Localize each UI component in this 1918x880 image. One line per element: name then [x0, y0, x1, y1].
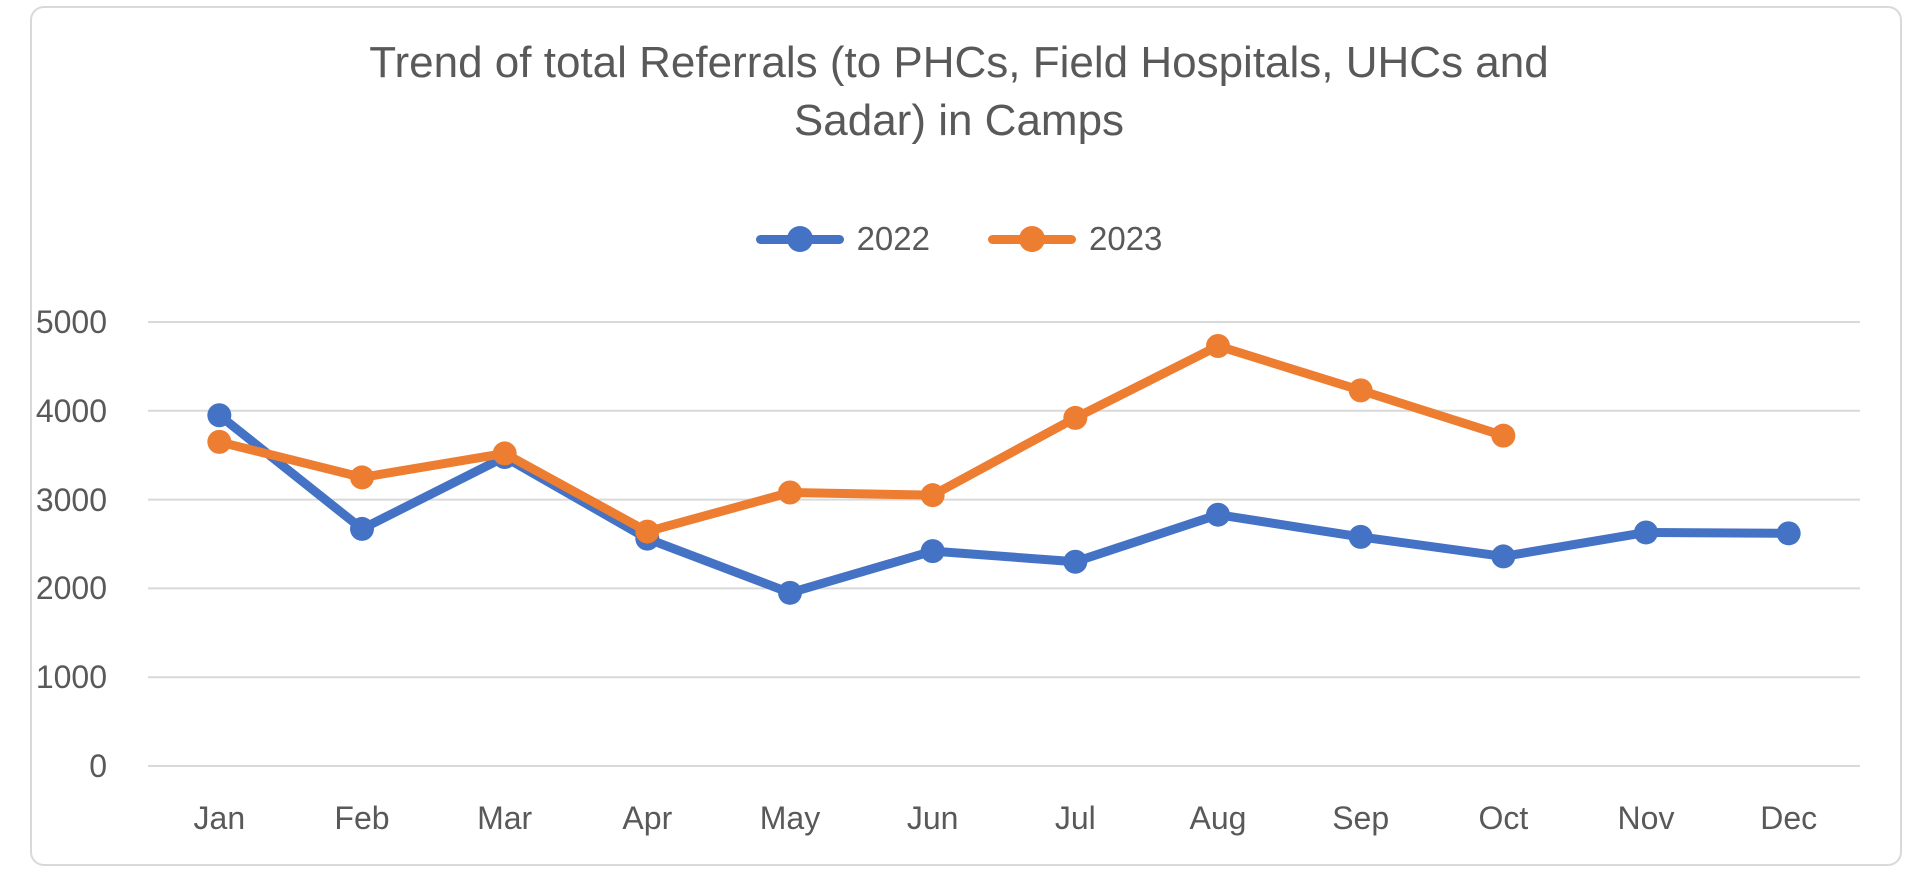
- chart-title-line-2: Sadar) in Camps: [793, 96, 1125, 145]
- legend-label-2023: 2023: [1089, 220, 1163, 257]
- x-axis-tick-label: Dec: [1760, 800, 1818, 836]
- data-point-2023-May[interactable]: [778, 480, 802, 505]
- y-axis-tick-label: 0: [89, 748, 107, 784]
- data-point-2023-Jan[interactable]: [207, 429, 232, 454]
- data-point-2022-Dec[interactable]: [1776, 521, 1801, 546]
- y-axis-tick-label: 5000: [35, 304, 107, 340]
- chart-title-line-1: Trend of total Referrals (to PHCs, Field…: [369, 38, 1549, 87]
- legend-item-2023[interactable]: 2023: [988, 220, 1162, 258]
- data-point-2023-Aug[interactable]: [1206, 333, 1230, 358]
- legend-label-2022: 2022: [856, 220, 930, 257]
- series-line-2023[interactable]: [214, 341, 1508, 537]
- data-point-2022-Aug[interactable]: [1206, 502, 1230, 527]
- data-point-2022-Feb[interactable]: [350, 516, 374, 541]
- data-point-2022-Jan[interactable]: [207, 403, 232, 428]
- x-axis-tick-label: May: [759, 800, 821, 836]
- data-point-2023-Jun[interactable]: [920, 483, 945, 508]
- data-point-2022-Nov[interactable]: [1634, 520, 1658, 545]
- data-point-2022-Jun[interactable]: [920, 539, 945, 564]
- data-point-2022-Oct[interactable]: [1491, 544, 1516, 569]
- legend-line-marker-icon: [755, 226, 844, 252]
- legend-dot-icon: [786, 226, 813, 252]
- x-axis-tick-label: Jul: [1054, 800, 1096, 836]
- data-point-2023-Jul[interactable]: [1063, 405, 1088, 430]
- x-axis-tick-label: Nov: [1617, 800, 1675, 836]
- chart-title[interactable]: Trend of total Referrals (to PHCs, Field…: [0, 34, 1918, 150]
- y-axis-tick-label: 4000: [35, 392, 107, 429]
- data-point-2023-Feb[interactable]: [350, 465, 374, 490]
- data-point-2023-Sep[interactable]: [1348, 378, 1373, 403]
- series-line-2022[interactable]: [214, 410, 1794, 598]
- data-point-2022-Jul[interactable]: [1063, 549, 1088, 574]
- data-point-2022-Sep[interactable]: [1348, 524, 1373, 549]
- y-axis-tick-label: 1000: [35, 659, 107, 696]
- data-point-2022-May[interactable]: [778, 580, 802, 605]
- x-axis-tick-label: Mar: [477, 800, 533, 836]
- y-axis-tick-label: 2000: [35, 570, 107, 607]
- data-point-2023-Oct[interactable]: [1491, 423, 1516, 448]
- legend-line-marker-icon: [988, 226, 1076, 252]
- x-axis-tick-label: Sep: [1332, 800, 1390, 836]
- x-axis-tick-label: Feb: [334, 800, 390, 836]
- x-axis-tick-label: Oct: [1478, 800, 1529, 836]
- legend-item-2022[interactable]: 2022: [755, 220, 930, 258]
- legend-dot-icon: [1019, 226, 1045, 252]
- y-axis-tick-label: 3000: [35, 481, 107, 518]
- x-axis-tick-label: Jan: [193, 800, 246, 836]
- legend: 2022 2023: [0, 220, 1918, 258]
- x-axis-tick-label: Jun: [906, 800, 959, 836]
- data-point-2023-Apr[interactable]: [635, 519, 660, 544]
- data-point-2023-Mar[interactable]: [492, 441, 517, 466]
- x-axis-tick-label: Apr: [622, 800, 673, 836]
- chart-area[interactable]: [30, 6, 1902, 866]
- x-axis-tick-label: Aug: [1189, 800, 1247, 836]
